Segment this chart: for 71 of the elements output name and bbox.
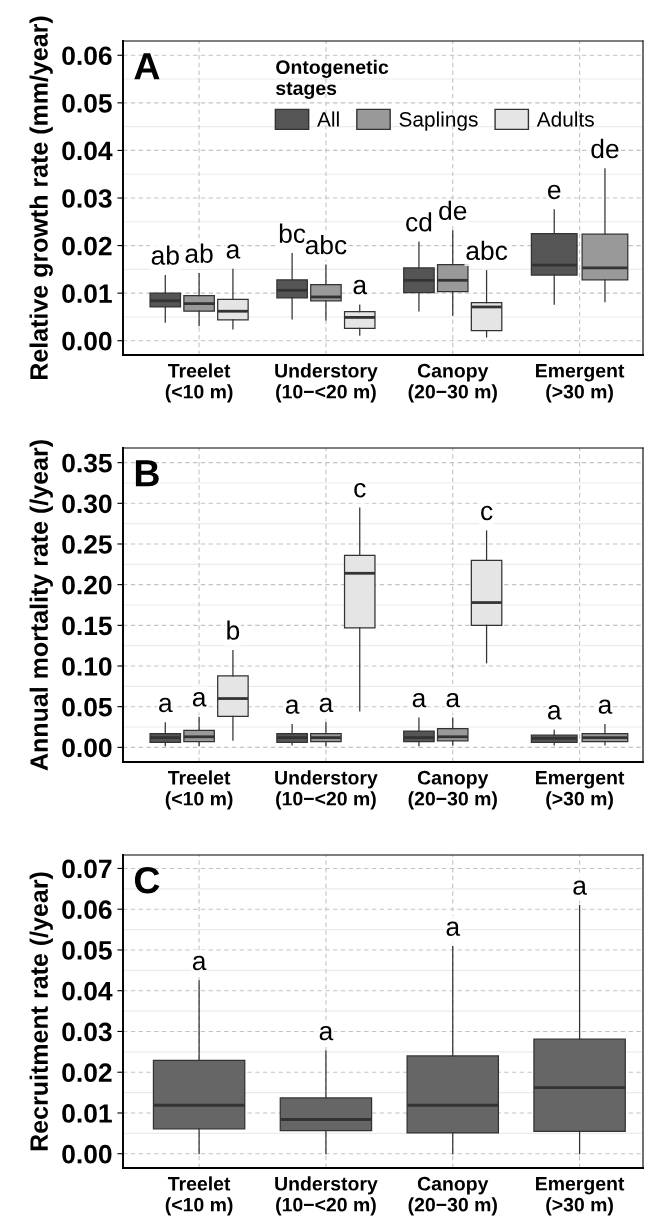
y-tick-label: 0.30 [62, 494, 112, 514]
x-tick-label: Treelet (<10 m) [165, 363, 233, 403]
legend-label: Adults [536, 111, 594, 127]
x-tick-label: Understory (10−<20 m) [275, 1176, 378, 1216]
annotation: a [446, 692, 461, 708]
annotation: a [598, 699, 613, 714]
annotation: e [548, 184, 561, 200]
y-tick-label: 0.00 [62, 738, 112, 758]
annotation: b [227, 620, 240, 640]
y-tick-label: 0.01 [62, 1104, 112, 1123]
y-tick-label: 0.00 [62, 1144, 112, 1164]
y-tick-label: 0.35 [62, 453, 112, 473]
y-axis-title: Relative growth rate (mm/year) [29, 16, 53, 380]
y-tick-label: 0.04 [62, 981, 113, 1001]
y-tick-label: 0.15 [62, 616, 112, 636]
annotation: bc [279, 223, 306, 243]
annotation: a [573, 880, 587, 895]
y-tick-label: 0.05 [62, 93, 112, 113]
chart-title: C [134, 866, 160, 894]
y-tick-label: 0.07 [62, 859, 112, 879]
legend-label: All [317, 111, 339, 127]
annotation: a [446, 921, 461, 936]
legend-title: Ontogenetic stages [276, 59, 389, 99]
annotation: de [439, 200, 467, 221]
y-tick-label: 0.06 [62, 46, 112, 66]
annotation: de [591, 138, 619, 159]
annotation: cd [406, 212, 432, 232]
y-tick-label: 0.02 [62, 236, 112, 256]
y-tick-label: 0.02 [62, 1063, 112, 1083]
chart-title: A [134, 53, 160, 80]
annotation: a [319, 697, 334, 713]
x-tick-label: Treelet (<10 m) [165, 1176, 233, 1216]
x-tick-label: Emergent (>30 m) [536, 770, 625, 810]
x-tick-label: Canopy (20−30 m) [408, 770, 497, 810]
x-tick-label: Canopy (20−30 m) [408, 1176, 497, 1216]
y-tick-label: 0.01 [62, 284, 112, 303]
x-tick-label: Canopy (20−30 m) [408, 363, 497, 403]
y-tick-label: 0.00 [62, 331, 112, 351]
y-tick-label: 0.05 [62, 697, 112, 717]
y-tick-label: 0.03 [62, 189, 112, 208]
annotation: a [319, 1025, 334, 1041]
legend-label: Saplings [399, 111, 478, 131]
annotation: a [192, 692, 207, 707]
y-tick-label: 0.20 [62, 575, 112, 595]
annotation: c [354, 483, 366, 498]
annotation: abc [466, 240, 508, 261]
annotation: c [481, 505, 493, 521]
annotation: abc [305, 234, 347, 255]
x-tick-label: Emergent (>30 m) [536, 1176, 625, 1216]
y-tick-label: 0.06 [62, 900, 112, 920]
x-tick-label: Treelet (<10 m) [165, 770, 233, 810]
y-tick-label: 0.03 [62, 1022, 112, 1042]
annotation: a [226, 244, 241, 259]
y-axis-title: Recruitment rate (/year) [29, 872, 53, 1151]
annotation: a [285, 699, 300, 714]
chart-title: B [135, 460, 159, 487]
x-tick-label: Emergent (>30 m) [536, 363, 625, 403]
x-tick-label: Understory (10−<20 m) [275, 770, 378, 810]
y-tick-label: 0.10 [62, 657, 112, 676]
annotation: a [159, 697, 173, 713]
annotation: a [412, 692, 427, 708]
y-axis-title: Annual mortality rate (/year) [29, 440, 53, 771]
annotation: ab [151, 245, 179, 265]
x-tick-label: Understory (10−<20 m) [275, 363, 378, 403]
y-tick-label: 0.05 [62, 941, 112, 960]
annotation: a [353, 279, 368, 295]
annotation: a [548, 705, 562, 720]
y-tick-label: 0.04 [62, 141, 113, 161]
annotation: ab [185, 243, 213, 263]
y-tick-label: 0.25 [62, 535, 112, 554]
annotation: a [192, 955, 207, 971]
